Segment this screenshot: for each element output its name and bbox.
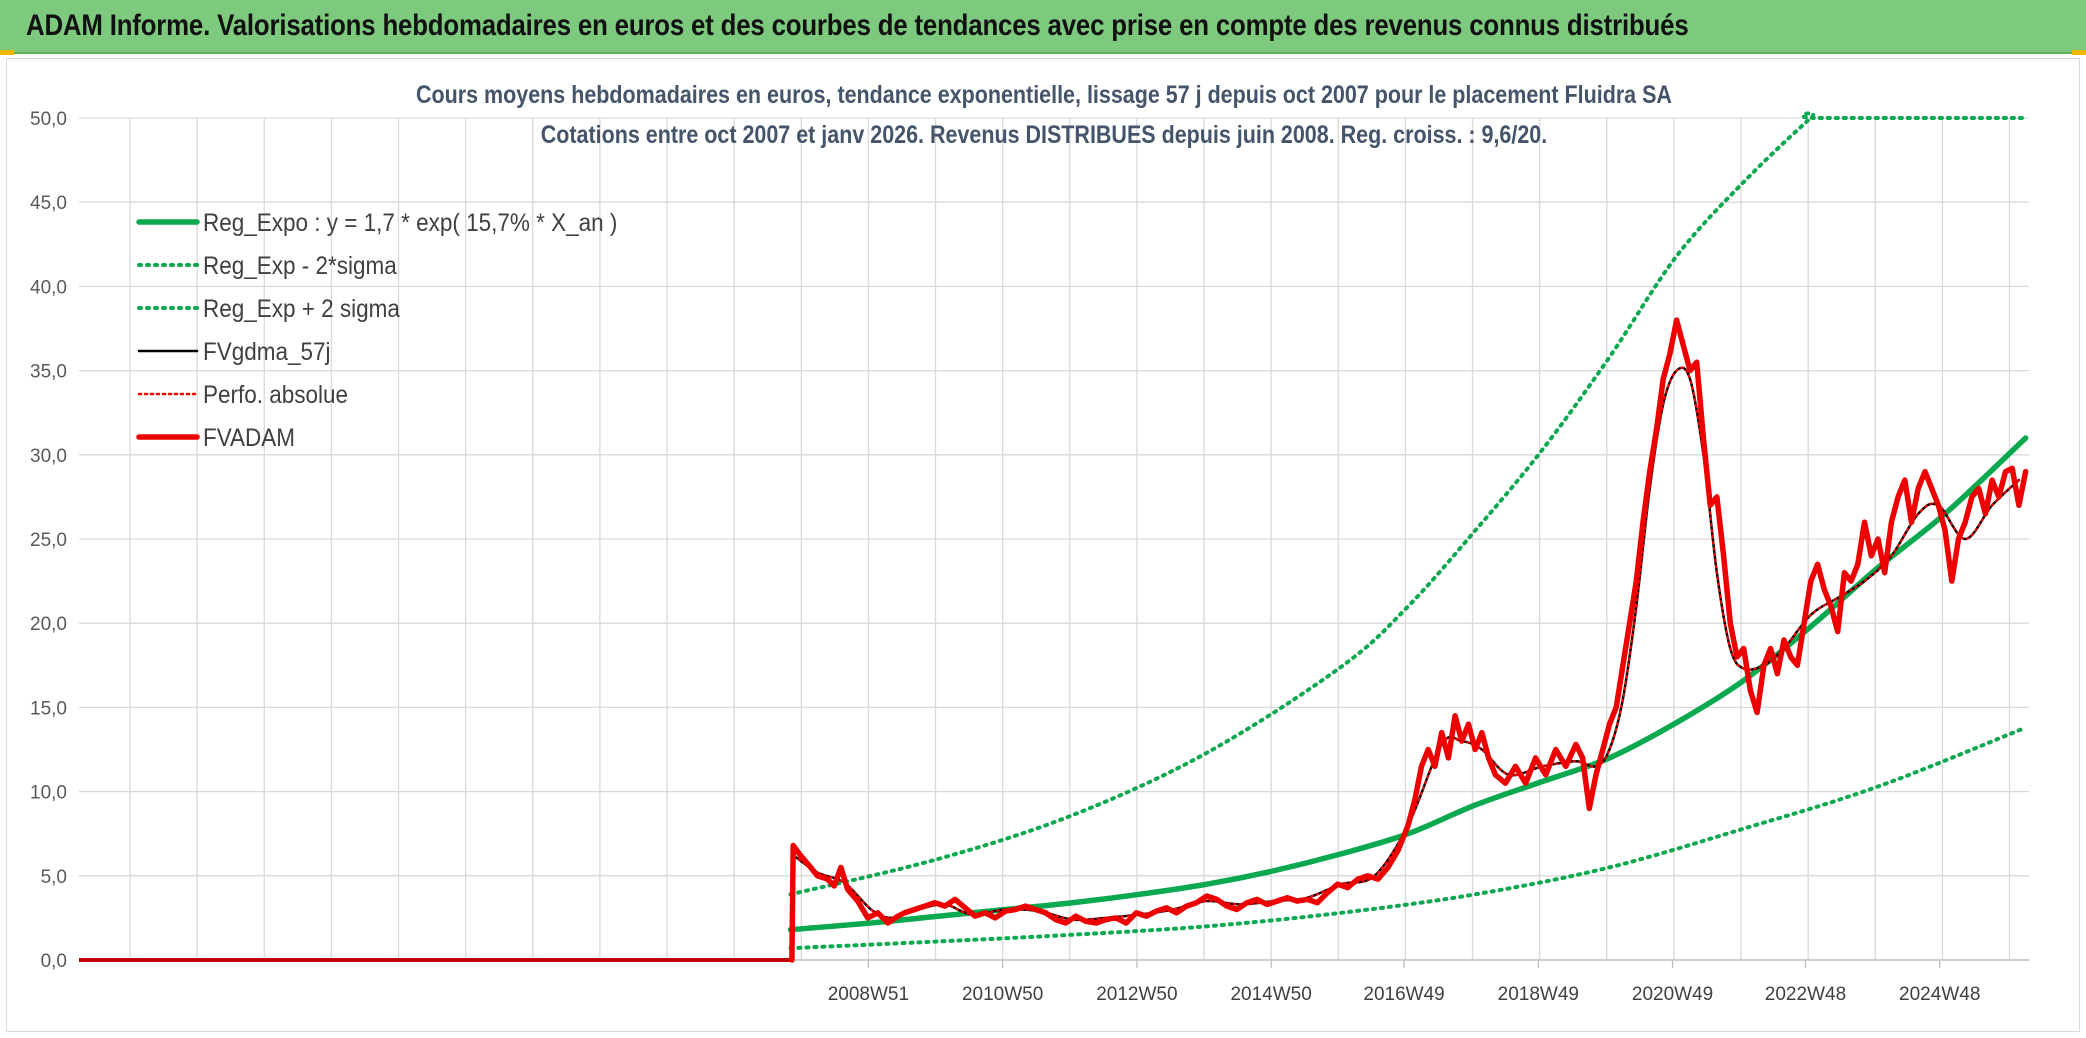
corner-mark-right <box>2072 50 2086 55</box>
x-tick-label: 2012W50 <box>1096 984 1177 1005</box>
legend-label: Reg_Expo : y = 1,7 * exp( 15,7% * X_an ) <box>203 209 617 237</box>
y-tick-label: 20,0 <box>30 614 67 635</box>
y-tick-label: 35,0 <box>30 362 67 383</box>
y-tick-label: 25,0 <box>30 530 67 551</box>
y-tick-label: 15,0 <box>30 698 67 719</box>
series-reg-exp-2-sigma-line <box>788 725 2028 951</box>
x-tick-label: 2010W50 <box>962 984 1043 1005</box>
report-banner: ADAM Informe. Valorisations hebdomadaire… <box>0 0 2086 54</box>
chart-area: 0,0 5,0 10,0 15,0 20,0 25,0 30,0 35,0 40,0 45,0 50… <box>6 58 2080 1032</box>
legend-label: FVADAM <box>203 424 295 452</box>
chart-title-layer: Cours moyens hebdomadaires en euros, ten… <box>416 80 1672 148</box>
x-tick-label: 2014W50 <box>1230 984 1311 1005</box>
series-reg-expo-y-1-7-exp-15-7-x-an-line <box>787 435 2029 933</box>
x-tick-label: 2022W48 <box>1765 984 1846 1005</box>
grid-layer <box>79 117 2029 961</box>
corner-mark-left <box>0 50 14 55</box>
legend-label: Perfo. absolue <box>203 381 348 409</box>
x-tick-label: 2018W49 <box>1498 984 1579 1005</box>
legend-label: FVgdma_57j <box>203 338 330 366</box>
x-tick-label: 2024W48 <box>1899 984 1980 1005</box>
y-tick-label: 10,0 <box>30 783 67 804</box>
x-tick-label: 2008W51 <box>828 984 909 1005</box>
x-tick-label: 2016W49 <box>1363 984 1444 1005</box>
legend-layer: Reg_Expo : y = 1,7 * exp( 15,7% * X_an )… <box>136 209 617 452</box>
y-tick-label: 30,0 <box>30 446 67 467</box>
y-tick-label: 50,0 <box>30 109 67 130</box>
series-fvadam-line <box>789 317 2029 963</box>
series-reg-exp-2-sigma-line <box>788 111 2028 897</box>
axis-layer: 0,0 5,0 10,0 15,0 20,0 25,0 30,0 35,0 40,0 45,0 50… <box>30 109 2029 1005</box>
y-tick-label: 40,0 <box>30 277 67 298</box>
series-layer <box>79 111 2029 963</box>
y-tick-label: 5,0 <box>41 867 67 888</box>
chart-title-line: Cours moyens hebdomadaires en euros, ten… <box>416 80 1672 108</box>
chart-title-line: Cotations entre oct 2007 et janv 2026. R… <box>541 120 1547 148</box>
chart-svg: 0,0 5,0 10,0 15,0 20,0 25,0 30,0 35,0 40,0 45,0 50… <box>30 80 2029 1005</box>
x-tick-label: 2020W49 <box>1632 984 1713 1005</box>
y-tick-label: 45,0 <box>30 193 67 214</box>
y-tick-label: 0,0 <box>41 951 67 972</box>
report-title: ADAM Informe. Valorisations hebdomadaire… <box>26 9 1689 42</box>
legend-label: Reg_Exp + 2 sigma <box>203 295 401 323</box>
legend-label: Reg_Exp - 2*sigma <box>203 252 397 280</box>
